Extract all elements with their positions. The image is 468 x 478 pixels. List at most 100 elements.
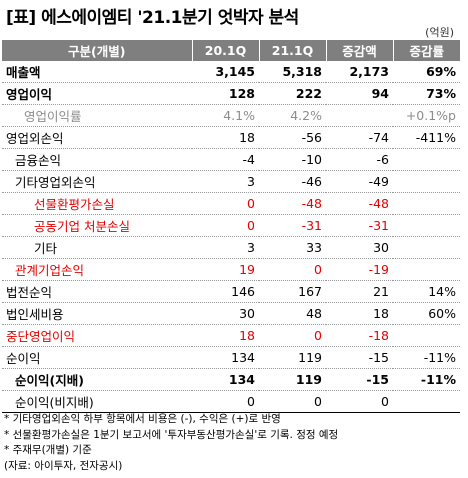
column-header: 20.1Q bbox=[192, 40, 260, 61]
table-row: 영업이익 128 222 94 73% bbox=[2, 82, 460, 105]
column-header: 구분(개별) bbox=[2, 40, 193, 61]
table-row: 기타영업외손익 3 -46 -49 bbox=[2, 170, 460, 193]
table-row: 공동기업 처분손실 0 -31 -31 bbox=[2, 214, 460, 237]
cell-diff: -49 bbox=[326, 170, 393, 193]
cell-diff: -6 bbox=[326, 148, 393, 171]
table-row: 영업이익률 4.1% 4.2% +0.1%p bbox=[2, 104, 460, 127]
cell-21-1q: 4.2% bbox=[259, 104, 326, 127]
row-label: 순이익(비지배) bbox=[2, 390, 192, 413]
row-label: 금융손익 bbox=[2, 148, 192, 171]
row-label: 순이익 bbox=[2, 346, 192, 369]
cell-21-1q: 119 bbox=[259, 346, 326, 369]
cell-21-1q: 119 bbox=[259, 368, 326, 391]
cell-diff: 2,173 bbox=[326, 61, 393, 83]
cell-21-1q: 0 bbox=[259, 324, 326, 347]
cell-diff: -15 bbox=[326, 368, 393, 391]
footnote: * 주재무(개별) 기준 bbox=[4, 444, 92, 456]
cell-20-1q: 3 bbox=[192, 236, 259, 259]
cell-20-1q: 18 bbox=[192, 324, 259, 347]
cell-rate bbox=[393, 258, 460, 281]
row-label: 기타영업외손익 bbox=[2, 170, 192, 193]
cell-rate: +0.1%p bbox=[393, 104, 460, 127]
cell-diff bbox=[326, 104, 393, 127]
row-label: 관계기업손익 bbox=[2, 258, 192, 281]
cell-rate: -411% bbox=[393, 126, 460, 149]
unit-label: (억원) bbox=[425, 26, 454, 39]
table-row: 법전순익 146 167 21 14% bbox=[2, 280, 460, 303]
financial-table: 구분(개별) 20.1Q 21.1Q 증감액 증감률 매출액 3,145 5,3… bbox=[2, 40, 460, 413]
cell-21-1q: -10 bbox=[259, 148, 326, 171]
row-label: 순이익(지배) bbox=[2, 368, 192, 391]
cell-20-1q: 146 bbox=[192, 280, 259, 303]
cell-20-1q: 0 bbox=[192, 192, 259, 215]
cell-diff: 0 bbox=[326, 390, 393, 413]
cell-21-1q: 33 bbox=[259, 236, 326, 259]
cell-diff: -18 bbox=[326, 324, 393, 347]
cell-diff: -15 bbox=[326, 346, 393, 369]
cell-20-1q: 4.1% bbox=[192, 104, 259, 127]
cell-rate bbox=[393, 324, 460, 347]
cell-rate: -11% bbox=[393, 368, 460, 391]
cell-diff: 18 bbox=[326, 302, 393, 325]
table-row: 순이익(지배) 134 119 -15 -11% bbox=[2, 368, 460, 391]
footnotes: * 기타영업외손익 하부 항목에서 비용은 (-), 수익은 (+)로 반영 *… bbox=[4, 412, 338, 474]
cell-diff: -31 bbox=[326, 214, 393, 237]
cell-21-1q: -48 bbox=[259, 192, 326, 215]
cell-21-1q: -31 bbox=[259, 214, 326, 237]
page-title: [표] 에스에이엠티 '21.1분기 엇박자 분석 bbox=[6, 8, 299, 28]
cell-20-1q: 3,145 bbox=[192, 61, 259, 83]
row-label: 매출액 bbox=[2, 61, 192, 83]
cell-21-1q: 167 bbox=[259, 280, 326, 303]
row-label: 법전순익 bbox=[2, 280, 192, 303]
column-header: 증감률 bbox=[393, 40, 460, 61]
table-row: 순이익 134 119 -15 -11% bbox=[2, 346, 460, 369]
column-header: 증감액 bbox=[326, 40, 394, 61]
table-header-row: 구분(개별) 20.1Q 21.1Q 증감액 증감률 bbox=[2, 40, 460, 61]
row-label: 영업이익 bbox=[2, 82, 192, 105]
cell-rate: 73% bbox=[393, 82, 460, 105]
table-row: 선물환평가손실 0 -48 -48 bbox=[2, 192, 460, 215]
cell-diff: -48 bbox=[326, 192, 393, 215]
table-row: 영업외손익 18 -56 -74 -411% bbox=[2, 126, 460, 149]
table-row: 중단영업이익 18 0 -18 bbox=[2, 324, 460, 347]
cell-diff: 94 bbox=[326, 82, 393, 105]
cell-rate bbox=[393, 390, 460, 413]
cell-rate bbox=[393, 148, 460, 171]
footnote: * 선물환평가손실은 1분기 보고서에 '투자부동산평가손실'로 기록. 정정 … bbox=[4, 428, 339, 441]
table-row: 기타 3 33 30 bbox=[2, 236, 460, 259]
table-row: 법인세비용 30 48 18 60% bbox=[2, 302, 460, 325]
table-row: 순이익(비지배) 0 0 0 bbox=[2, 390, 460, 413]
cell-diff: 21 bbox=[326, 280, 393, 303]
cell-21-1q: 48 bbox=[259, 302, 326, 325]
cell-20-1q: 128 bbox=[192, 82, 259, 105]
cell-20-1q: 19 bbox=[192, 258, 259, 281]
cell-20-1q: 134 bbox=[192, 368, 259, 391]
row-label: 기타 bbox=[2, 236, 192, 259]
cell-rate bbox=[393, 214, 460, 237]
cell-21-1q: 222 bbox=[259, 82, 326, 105]
footnote: * 기타영업외손익 하부 항목에서 비용은 (-), 수익은 (+)로 반영 bbox=[4, 413, 281, 425]
row-label: 법인세비용 bbox=[2, 302, 192, 325]
cell-rate bbox=[393, 170, 460, 193]
cell-rate: 60% bbox=[393, 302, 460, 325]
cell-20-1q: 18 bbox=[192, 126, 259, 149]
row-label: 영업이익률 bbox=[2, 104, 192, 127]
cell-rate: -11% bbox=[393, 346, 460, 369]
cell-21-1q: 0 bbox=[259, 258, 326, 281]
table-row: 금융손익 -4 -10 -6 bbox=[2, 148, 460, 171]
cell-rate: 14% bbox=[393, 280, 460, 303]
table-row: 매출액 3,145 5,318 2,173 69% bbox=[2, 61, 460, 83]
cell-rate bbox=[393, 236, 460, 259]
cell-diff: -19 bbox=[326, 258, 393, 281]
row-label: 영업외손익 bbox=[2, 126, 192, 149]
row-label: 공동기업 처분손실 bbox=[2, 214, 192, 237]
cell-21-1q: -46 bbox=[259, 170, 326, 193]
cell-rate bbox=[393, 192, 460, 215]
cell-21-1q: 5,318 bbox=[259, 61, 326, 83]
column-header: 21.1Q bbox=[259, 40, 327, 61]
cell-20-1q: -4 bbox=[192, 148, 259, 171]
cell-20-1q: 3 bbox=[192, 170, 259, 193]
cell-20-1q: 0 bbox=[192, 214, 259, 237]
cell-20-1q: 30 bbox=[192, 302, 259, 325]
cell-diff: -74 bbox=[326, 126, 393, 149]
